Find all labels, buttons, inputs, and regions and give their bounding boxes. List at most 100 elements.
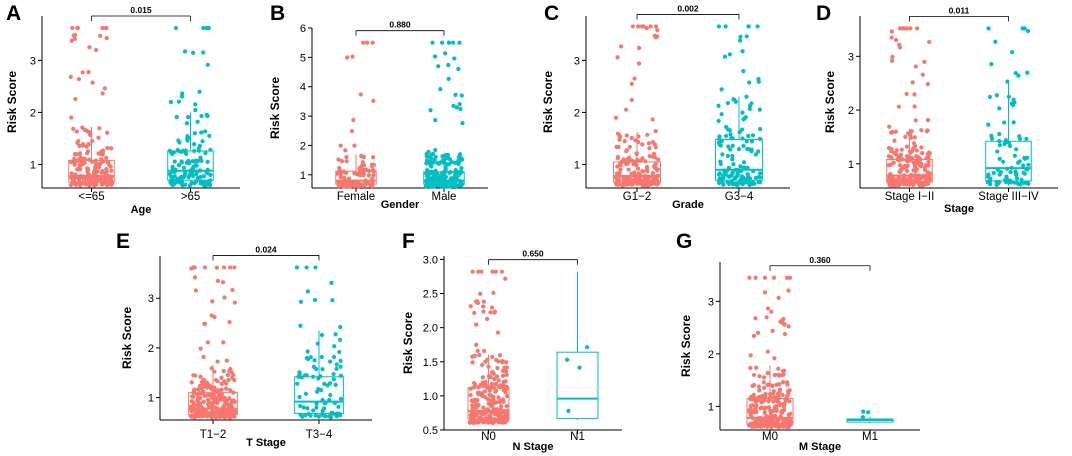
y-tick-label: 2 xyxy=(574,107,580,119)
data-point xyxy=(456,172,462,178)
data-point xyxy=(76,167,81,172)
data-point xyxy=(893,129,898,134)
y-tick-label: 1 xyxy=(300,170,306,182)
data-point xyxy=(786,412,791,418)
data-point xyxy=(892,138,897,143)
data-point xyxy=(183,170,188,176)
data-point xyxy=(757,180,763,185)
data-point xyxy=(475,299,480,304)
data-point xyxy=(201,399,206,404)
data-point xyxy=(785,389,791,394)
data-point xyxy=(757,171,763,176)
data-point xyxy=(757,374,762,379)
data-point xyxy=(750,416,756,421)
data-point xyxy=(754,420,760,426)
data-point xyxy=(429,171,434,176)
data-point xyxy=(887,124,892,129)
data-point xyxy=(227,388,233,393)
data-point xyxy=(457,152,463,157)
data-point xyxy=(918,157,923,162)
data-point xyxy=(312,358,317,363)
data-point xyxy=(338,325,343,330)
data-point xyxy=(902,175,907,180)
data-point xyxy=(205,340,210,345)
data-point xyxy=(861,409,866,414)
data-point xyxy=(199,407,204,413)
data-point xyxy=(496,359,501,364)
y-tick-label: 1 xyxy=(708,401,714,413)
data-point xyxy=(904,26,909,31)
data-point xyxy=(1000,159,1006,164)
data-point xyxy=(1011,120,1016,125)
data-point xyxy=(219,381,224,386)
data-point xyxy=(1004,174,1009,179)
y-tick-label: 1 xyxy=(30,160,36,172)
data-point xyxy=(334,362,339,367)
data-point xyxy=(327,381,333,386)
data-point xyxy=(722,54,728,59)
data-point xyxy=(776,391,781,397)
data-point xyxy=(69,171,74,176)
data-point xyxy=(624,149,629,154)
data-point xyxy=(760,417,765,423)
data-point xyxy=(470,269,475,274)
data-point xyxy=(1009,165,1014,170)
data-point xyxy=(729,136,734,141)
data-point xyxy=(923,163,928,168)
data-point xyxy=(436,64,441,69)
data-point xyxy=(716,103,721,108)
data-point xyxy=(1002,120,1007,125)
data-point xyxy=(198,168,203,173)
data-point xyxy=(890,180,895,185)
data-point xyxy=(104,36,109,41)
data-point xyxy=(766,423,771,428)
data-point xyxy=(320,408,325,413)
data-point xyxy=(328,415,333,420)
data-point xyxy=(860,415,866,420)
data-point xyxy=(320,367,325,372)
data-point xyxy=(101,159,106,164)
data-point xyxy=(327,397,332,403)
data-point xyxy=(231,390,236,395)
data-point xyxy=(92,174,97,179)
data-point xyxy=(167,148,173,153)
data-point xyxy=(757,388,762,393)
data-point xyxy=(226,377,231,383)
data-point xyxy=(475,398,480,403)
data-point xyxy=(761,422,766,427)
data-point xyxy=(745,165,750,170)
data-point xyxy=(360,160,365,165)
data-point xyxy=(71,126,76,131)
data-point xyxy=(76,176,81,181)
data-point xyxy=(99,152,104,157)
data-point xyxy=(77,143,82,148)
data-point xyxy=(626,167,631,172)
data-point xyxy=(1016,73,1021,78)
data-point xyxy=(650,117,655,122)
data-point xyxy=(717,134,722,139)
data-point xyxy=(746,24,751,29)
data-point xyxy=(432,179,437,184)
data-point xyxy=(228,367,233,372)
x-tick-label: G1−2 xyxy=(623,191,651,203)
data-point xyxy=(618,167,623,172)
data-point xyxy=(105,145,110,151)
data-point xyxy=(222,398,228,403)
data-point xyxy=(179,160,184,165)
data-point xyxy=(747,80,752,85)
p-value-label: 0.650 xyxy=(522,249,544,259)
data-point xyxy=(499,269,505,274)
data-point xyxy=(735,167,740,173)
data-point xyxy=(222,295,227,300)
y-tick-label: 2 xyxy=(708,349,714,361)
data-point xyxy=(84,144,89,149)
data-point xyxy=(230,287,235,293)
y-tick-label: 1 xyxy=(848,159,854,171)
data-point xyxy=(624,133,629,138)
data-point xyxy=(478,415,483,420)
data-point xyxy=(913,118,918,123)
data-point xyxy=(497,353,503,358)
data-point xyxy=(762,398,767,403)
data-point xyxy=(76,77,81,82)
data-point xyxy=(1016,160,1021,165)
